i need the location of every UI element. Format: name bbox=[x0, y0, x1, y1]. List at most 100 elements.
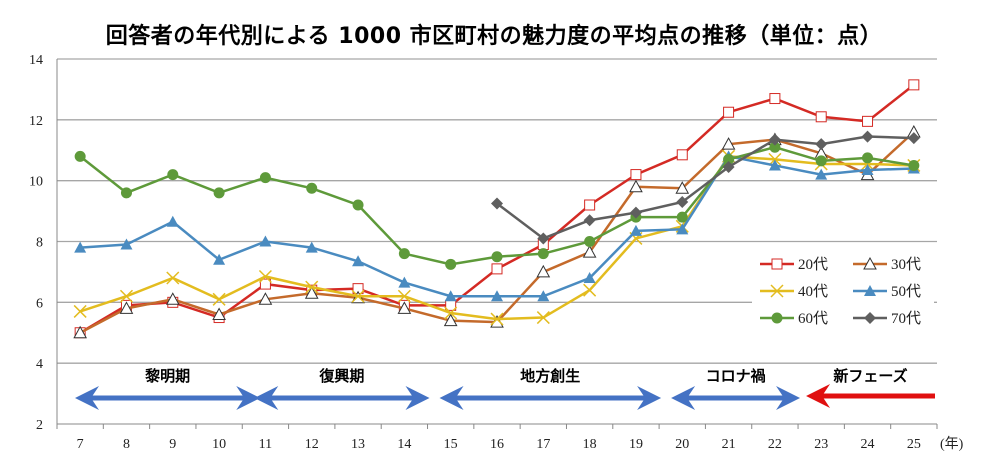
x-tick-label: 24 bbox=[861, 437, 875, 452]
data-point bbox=[771, 312, 783, 324]
y-tick-label: 6 bbox=[36, 296, 43, 311]
period-label: コロナ禍 bbox=[706, 367, 766, 385]
data-point bbox=[491, 197, 503, 210]
legend-label: 60代 bbox=[798, 310, 828, 327]
data-point bbox=[862, 152, 874, 164]
x-tick-label: 17 bbox=[536, 437, 550, 452]
x-tick-label: 18 bbox=[583, 437, 597, 452]
data-point bbox=[212, 292, 226, 306]
x-tick-label: 13 bbox=[351, 437, 365, 452]
data-point bbox=[815, 168, 828, 180]
data-point bbox=[445, 258, 457, 270]
data-point bbox=[490, 312, 504, 326]
legend-label: 40代 bbox=[798, 283, 828, 300]
arrow-head-left bbox=[439, 386, 464, 410]
data-point bbox=[583, 283, 597, 297]
data-point bbox=[491, 251, 503, 263]
y-tick-label: 10 bbox=[29, 175, 43, 190]
data-point bbox=[582, 245, 597, 258]
series-line bbox=[496, 135, 914, 240]
data-point bbox=[675, 181, 690, 194]
data-point bbox=[213, 253, 226, 265]
y-tick-label: 14 bbox=[29, 53, 43, 68]
x-tick-label: 7 bbox=[77, 437, 84, 452]
data-point bbox=[259, 172, 271, 184]
data-point bbox=[536, 264, 551, 278]
x-axis-label: (年) bbox=[940, 436, 964, 452]
data-point bbox=[815, 111, 827, 123]
data-point bbox=[676, 149, 688, 161]
data-point bbox=[259, 278, 271, 290]
data-point bbox=[676, 223, 689, 235]
x-tick-label: 20 bbox=[675, 437, 689, 452]
data-point bbox=[120, 187, 132, 199]
series-70代 bbox=[491, 130, 920, 245]
x-tick-label: 16 bbox=[490, 437, 504, 452]
period-label: 黎明期 bbox=[145, 367, 190, 385]
period-annotation: 復興期 bbox=[254, 367, 430, 410]
x-tick-label: 11 bbox=[259, 437, 272, 452]
data-point bbox=[629, 206, 642, 219]
data-point bbox=[771, 258, 783, 270]
data-point bbox=[769, 93, 781, 105]
legend-item: 50代 bbox=[853, 283, 921, 300]
data-point bbox=[258, 292, 273, 305]
period-annotation: 地方創生 bbox=[439, 367, 662, 410]
data-point bbox=[907, 132, 920, 145]
data-point bbox=[74, 150, 86, 162]
data-point bbox=[630, 169, 642, 181]
data-point bbox=[443, 313, 458, 327]
data-point bbox=[536, 311, 550, 325]
data-point bbox=[908, 159, 920, 171]
arrow-head-right bbox=[637, 386, 662, 410]
data-point bbox=[908, 79, 920, 91]
legend-label: 20代 bbox=[798, 256, 828, 273]
data-point bbox=[213, 187, 225, 199]
data-point bbox=[537, 248, 549, 260]
x-tick-label: 25 bbox=[907, 437, 921, 452]
data-point bbox=[119, 289, 134, 303]
data-point bbox=[444, 306, 458, 320]
period-annotation: 黎明期 bbox=[75, 367, 261, 410]
legend-item: 30代 bbox=[853, 256, 921, 273]
period-annotation: 新フェーズ bbox=[806, 367, 935, 408]
data-point bbox=[537, 290, 550, 302]
series-60代 bbox=[74, 141, 920, 270]
data-point bbox=[444, 290, 457, 302]
data-point bbox=[351, 289, 365, 303]
arrow-head-right bbox=[405, 386, 430, 410]
data-point bbox=[120, 238, 133, 250]
data-point bbox=[306, 182, 318, 194]
data-point bbox=[676, 211, 688, 223]
x-tick-label: 8 bbox=[123, 437, 130, 452]
data-point bbox=[73, 325, 88, 339]
data-point bbox=[863, 256, 877, 270]
x-tick-label: 23 bbox=[814, 437, 828, 452]
data-point bbox=[259, 235, 272, 247]
data-point bbox=[768, 159, 781, 171]
period-label: 地方創生 bbox=[520, 367, 580, 385]
chart-title: 回答者の年代別による 1000 市区町村の魅力度の平均点の推移（単位：点） bbox=[105, 24, 883, 49]
data-point bbox=[119, 301, 134, 314]
data-point bbox=[258, 269, 272, 284]
x-tick-label: 14 bbox=[397, 437, 411, 452]
y-tick-label: 8 bbox=[36, 236, 43, 251]
data-point bbox=[768, 152, 782, 166]
y-tick-label: 12 bbox=[29, 114, 43, 129]
data-point bbox=[629, 179, 643, 193]
data-point bbox=[768, 133, 781, 146]
period-label: 復興期 bbox=[318, 367, 364, 385]
legend-label: 70代 bbox=[891, 310, 921, 327]
data-point bbox=[769, 141, 781, 153]
data-point bbox=[491, 290, 503, 302]
data-point bbox=[305, 280, 319, 294]
arrow-head-left bbox=[806, 384, 831, 408]
data-point bbox=[537, 232, 550, 245]
data-point bbox=[583, 214, 596, 227]
x-tick-label: 21 bbox=[722, 437, 736, 452]
data-point bbox=[352, 255, 365, 267]
arrow-head-left bbox=[254, 386, 279, 410]
data-point bbox=[166, 215, 179, 227]
data-point bbox=[721, 137, 736, 150]
data-point bbox=[491, 263, 503, 275]
